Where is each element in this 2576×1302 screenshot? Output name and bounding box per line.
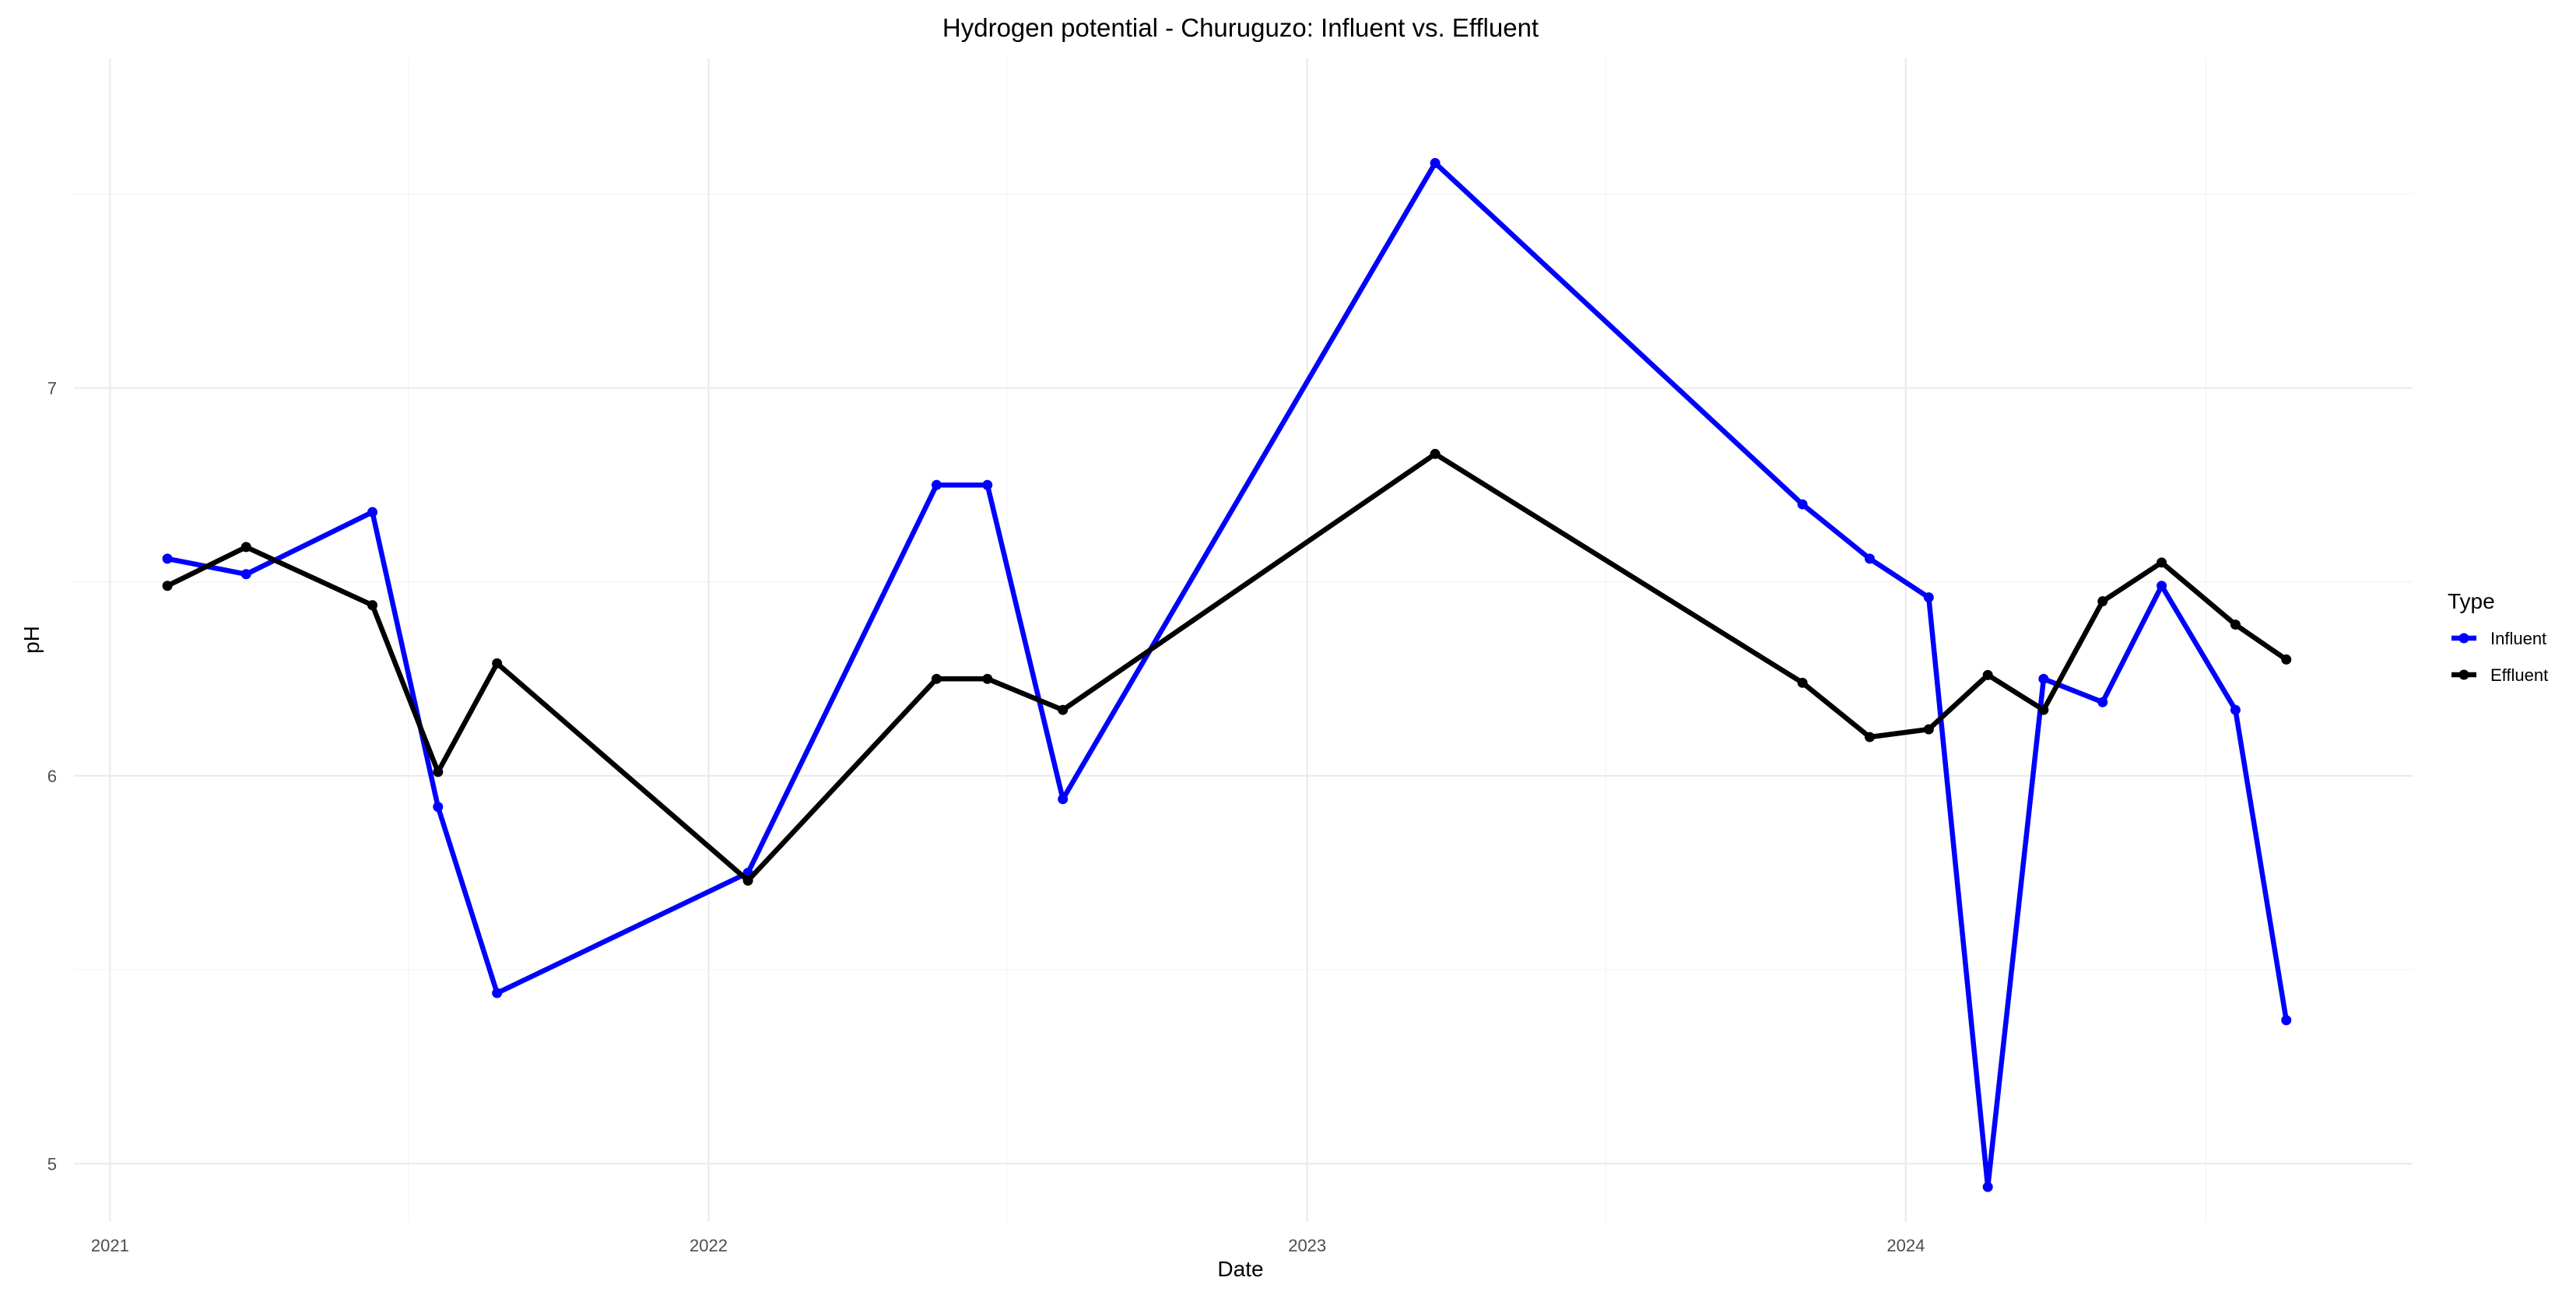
data-point-effluent bbox=[1430, 448, 1441, 459]
data-point-influent bbox=[1982, 1181, 1993, 1192]
data-point-effluent bbox=[433, 767, 444, 777]
data-point-influent bbox=[433, 802, 444, 812]
series-line-influent bbox=[164, 160, 2289, 1190]
data-point-effluent bbox=[2097, 596, 2108, 607]
series-influent bbox=[162, 158, 2292, 1192]
data-point-influent bbox=[2097, 697, 2108, 707]
data-point-effluent bbox=[1982, 669, 1993, 680]
data-point-influent bbox=[2038, 673, 2049, 684]
x-axis-title: Date bbox=[1217, 1257, 1263, 1281]
data-point-effluent bbox=[1058, 704, 1069, 715]
data-point-effluent bbox=[1923, 724, 1934, 735]
series-layer bbox=[162, 158, 2292, 1192]
legend-item-influent: Influent bbox=[2451, 629, 2546, 648]
data-point-influent bbox=[162, 553, 173, 564]
y-tick-label: 6 bbox=[47, 767, 57, 786]
data-point-influent bbox=[1430, 158, 1441, 169]
legend: Type Influent Effluent bbox=[2448, 589, 2548, 685]
legend-key-point bbox=[2458, 633, 2469, 644]
data-point-effluent bbox=[2230, 619, 2241, 630]
data-point-influent bbox=[1923, 592, 1934, 603]
data-point-influent bbox=[1058, 794, 1069, 805]
grid bbox=[74, 58, 2413, 1222]
data-point-influent bbox=[982, 479, 993, 490]
data-point-effluent bbox=[240, 542, 251, 553]
data-point-effluent bbox=[931, 673, 942, 684]
legend-item-effluent: Effluent bbox=[2451, 665, 2548, 685]
y-axis-title: pH bbox=[19, 626, 44, 654]
y-tick-label: 7 bbox=[47, 379, 57, 398]
legend-label: Influent bbox=[2490, 629, 2546, 648]
data-point-influent bbox=[2230, 704, 2241, 715]
axis-labels: 5 6 7 2021 2022 2023 2024 bbox=[47, 379, 1925, 1255]
data-point-effluent bbox=[2281, 654, 2292, 665]
x-tick-label: 2024 bbox=[1886, 1236, 1925, 1255]
legend-label: Effluent bbox=[2490, 665, 2548, 685]
x-tick-label: 2022 bbox=[690, 1236, 728, 1255]
data-point-influent bbox=[931, 479, 942, 490]
series-effluent bbox=[162, 448, 2292, 886]
data-point-effluent bbox=[367, 600, 378, 611]
data-point-influent bbox=[2281, 1015, 2292, 1026]
data-point-effluent bbox=[1864, 732, 1875, 742]
data-point-influent bbox=[240, 569, 251, 580]
data-point-influent bbox=[2157, 581, 2167, 591]
legend-key-point bbox=[2458, 669, 2469, 680]
data-point-effluent bbox=[2157, 557, 2167, 568]
data-point-influent bbox=[1797, 499, 1808, 510]
data-point-effluent bbox=[1797, 677, 1808, 688]
legend-items: Influent Effluent bbox=[2451, 629, 2548, 685]
data-point-effluent bbox=[982, 673, 993, 684]
data-point-effluent bbox=[2038, 704, 2049, 715]
data-point-influent bbox=[492, 988, 503, 998]
x-tick-label: 2023 bbox=[1288, 1236, 1326, 1255]
y-tick-label: 5 bbox=[47, 1154, 57, 1174]
data-point-influent bbox=[1864, 553, 1875, 564]
data-point-effluent bbox=[162, 581, 173, 591]
x-tick-label: 2021 bbox=[91, 1236, 129, 1255]
legend-title: Type bbox=[2448, 589, 2495, 613]
data-point-effluent bbox=[742, 875, 753, 886]
data-point-influent bbox=[367, 507, 378, 518]
data-point-effluent bbox=[492, 658, 503, 669]
chart-title: Hydrogen potential - Churuguzo: Influent… bbox=[942, 13, 1539, 42]
